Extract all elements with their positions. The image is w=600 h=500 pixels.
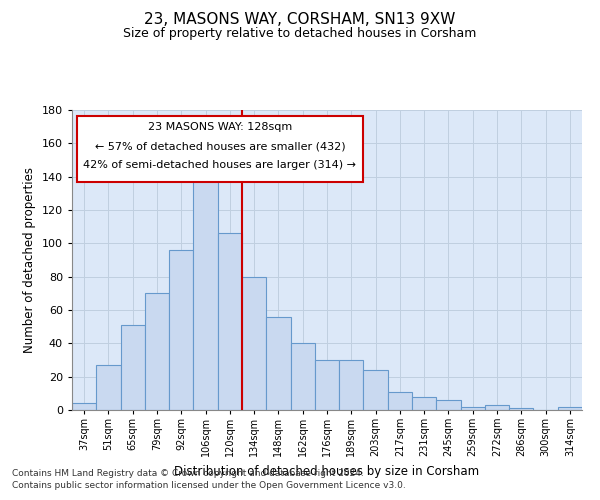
Text: Size of property relative to detached houses in Corsham: Size of property relative to detached ho… [124, 28, 476, 40]
Bar [193, 176, 218, 410]
Text: Contains public sector information licensed under the Open Government Licence v3: Contains public sector information licen… [12, 481, 406, 490]
Bar [412, 396, 436, 410]
Bar [485, 405, 509, 410]
Text: Contains HM Land Registry data © Crown copyright and database right 2024.: Contains HM Land Registry data © Crown c… [12, 468, 364, 477]
Bar [436, 400, 461, 410]
Bar [461, 406, 485, 410]
Bar [96, 365, 121, 410]
Bar [509, 408, 533, 410]
FancyBboxPatch shape [77, 116, 363, 182]
Text: 42% of semi-detached houses are larger (314) →: 42% of semi-detached houses are larger (… [83, 160, 356, 170]
Bar [145, 294, 169, 410]
Bar [364, 370, 388, 410]
Text: ← 57% of detached houses are smaller (432): ← 57% of detached houses are smaller (43… [95, 141, 345, 151]
Bar [72, 404, 96, 410]
X-axis label: Distribution of detached houses by size in Corsham: Distribution of detached houses by size … [175, 465, 479, 478]
Bar [290, 344, 315, 410]
Bar [388, 392, 412, 410]
Bar [218, 234, 242, 410]
Bar [266, 316, 290, 410]
Bar [558, 406, 582, 410]
Bar [242, 276, 266, 410]
Y-axis label: Number of detached properties: Number of detached properties [23, 167, 36, 353]
Bar [169, 250, 193, 410]
Text: 23 MASONS WAY: 128sqm: 23 MASONS WAY: 128sqm [148, 122, 292, 132]
Bar [315, 360, 339, 410]
Text: 23, MASONS WAY, CORSHAM, SN13 9XW: 23, MASONS WAY, CORSHAM, SN13 9XW [145, 12, 455, 28]
Bar [121, 325, 145, 410]
Bar [339, 360, 364, 410]
